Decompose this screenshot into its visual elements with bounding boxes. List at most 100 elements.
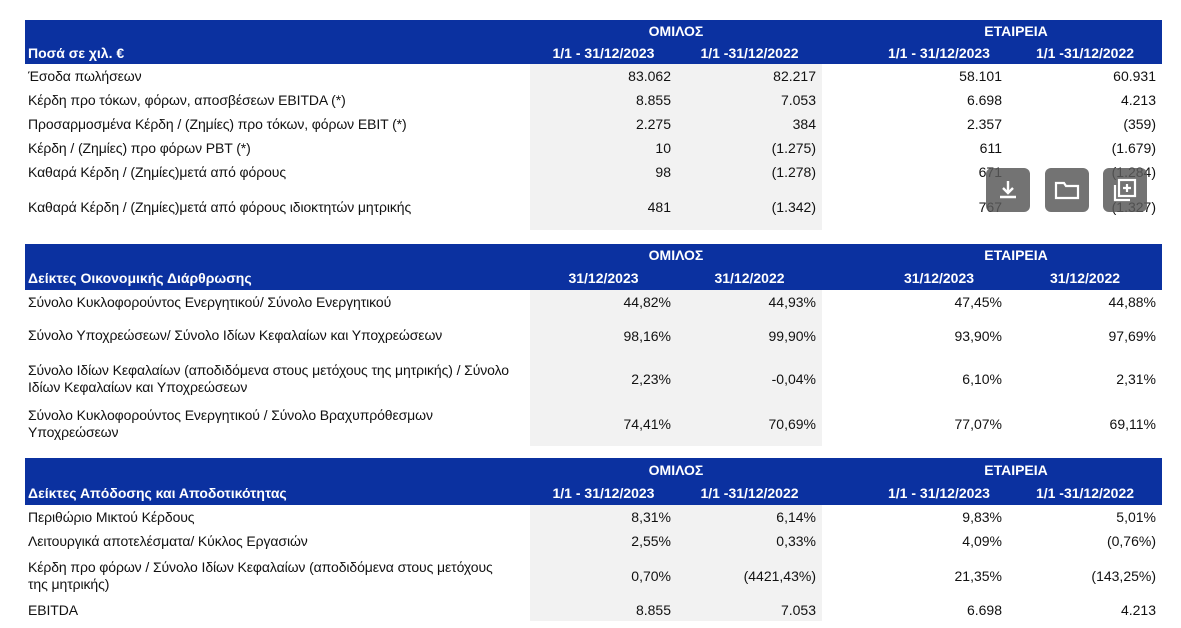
cell: 384 [677,112,822,136]
spacer [822,112,870,136]
column-header: 1/1 -31/12/2022 [1008,42,1162,64]
cell: 5,01% [1116,509,1156,525]
row-label: Σύνολο Ιδίων Κεφαλαίων (αποδιδόμενα στου… [28,362,509,395]
spacer [822,599,870,621]
group-header: ΕΤΑΙΡΕΙΑ [870,244,1162,266]
cell: 77,07% [954,415,1002,432]
cell: 44,82% [530,290,677,314]
financial-table: ΟΜΙΛΟΣ ΕΤΑΙΡΕΙΑ Ποσά σε χιλ. €1/1 - 31/12/… [25,20,1162,230]
row-label: Προσαρμοσμένα Κέρδη / (Ζημίες) προ τόκων… [28,115,407,132]
cell: 4.213 [1120,92,1156,108]
row-label: Καθαρά Κέρδη / (Ζημίες)μετά από φόρους ι… [28,198,412,215]
cell: 6.698 [966,92,1002,108]
column-header: 1/1 -31/12/2022 [677,481,822,505]
cell: 2,31% [1116,371,1156,387]
header-blank [822,42,870,64]
cell: 2,23% [530,357,677,401]
column-header: 31/12/2023 [530,266,677,290]
cell: 98 [530,160,677,184]
cell: 44,88% [1108,294,1156,310]
spacer [822,290,870,314]
spacer [822,314,870,357]
cell: 6.698 [966,602,1002,618]
row-label: Σύνολο Κυκλοφορούντος Ενεργητικού/ Σύνολ… [28,293,392,310]
cell: 10 [530,136,677,160]
row-label: Περιθώριο Μικτού Κέρδους [28,508,195,525]
header-blank [822,458,870,481]
cell: 98,16% [530,314,677,357]
cell: (1.278) [677,160,822,184]
cell: 93,90% [954,327,1002,344]
header-blank [822,481,870,505]
cell: (1.275) [677,136,822,160]
cell: 47,45% [954,294,1002,310]
cell: (359) [1123,116,1156,132]
cell: 481 [530,184,677,230]
folder-icon [1054,181,1080,200]
cell: (143,25%) [1091,568,1156,584]
cell: 83.062 [530,64,677,88]
column-header: 31/12/2022 [1008,266,1162,290]
spacer [822,505,870,529]
row-label: Σύνολο Κυκλοφορούντος Ενεργητικού / Σύνο… [28,406,433,440]
table-title: Δείκτες Απόδοσης και Αποδοτικότητας [25,481,530,505]
cell: (1.679) [1111,140,1156,156]
column-header: 1/1 - 31/12/2023 [530,481,677,505]
group-header: ΕΤΑΙΡΕΙΑ [870,20,1162,42]
cell: 58.101 [959,68,1002,84]
cell: (4421,43%) [677,553,822,599]
group-header: ΟΜΙΛΟΣ [530,20,822,42]
cell: 8,31% [530,505,677,529]
cell: 44,93% [677,290,822,314]
row-label: Κέρδη προ τόκων, φόρων, αποσβέσεων EBITD… [28,91,346,108]
header-blank [25,458,530,481]
cell: 7.053 [677,88,822,112]
cell: 2.275 [530,112,677,136]
table-title: Δείκτες Οικονομικής Διάρθρωσης [25,266,530,290]
row-label: Καθαρά Κέρδη / (Ζημίες)μετά από φόρους [28,163,286,180]
cell: 82.217 [677,64,822,88]
spacer [822,184,870,230]
add-button[interactable] [1103,168,1147,212]
download-button[interactable] [986,168,1030,212]
column-header: 1/1 -31/12/2022 [677,42,822,64]
cell: 8.855 [530,88,677,112]
column-header: 1/1 - 31/12/2023 [530,42,677,64]
spacer [822,357,870,401]
row-label: Κέρδη / (Ζημίες) προ φόρων PBT (*) [28,139,251,156]
column-header: 1/1 - 31/12/2023 [870,481,1008,505]
cell: 69,11% [1109,415,1156,432]
row-label: Έσοδα πωλήσεων [28,67,142,84]
row-label: Σύνολο Υποχρεώσεων/ Σύνολο Ιδίων Κεφαλαί… [28,327,443,343]
cell: 70,69% [677,401,822,446]
cell: 4.213 [1120,602,1156,618]
download-icon [1000,181,1016,199]
cell: 9,83% [962,509,1002,525]
header-blank [822,266,870,290]
spacer [822,136,870,160]
header-blank [25,244,530,266]
cell: 0,33% [677,529,822,553]
spacer [822,529,870,553]
row-label: Λειτουργικά αποτελέσματα/ Κύκλος Εργασιώ… [28,532,308,549]
cell: (1.342) [677,184,822,230]
cell: 6,14% [677,505,822,529]
cell: 611 [979,140,1002,156]
cell: 99,90% [677,314,822,357]
folder-button[interactable] [1045,168,1089,212]
financial-table: ΟΜΙΛΟΣ ΕΤΑΙΡΕΙΑ Δείκτες Απόδοσης και Αποδο… [25,458,1162,621]
spacer [822,64,870,88]
cell: (0,76%) [1106,533,1156,549]
cell: 6,10% [962,371,1002,387]
column-header: 31/12/2022 [677,266,822,290]
financial-table: ΟΜΙΛΟΣ ΕΤΑΙΡΕΙΑ Δείκτες Οικονομικής Διάρθρ… [25,244,1162,446]
spacer [822,160,870,184]
cell: 60.931 [1113,68,1156,84]
spacer [822,401,870,446]
cell: 8.855 [530,599,677,621]
cell: 4,09% [962,533,1002,549]
group-header: ΟΜΙΛΟΣ [530,244,822,266]
cell: 0,70% [530,553,677,599]
spacer [822,88,870,112]
